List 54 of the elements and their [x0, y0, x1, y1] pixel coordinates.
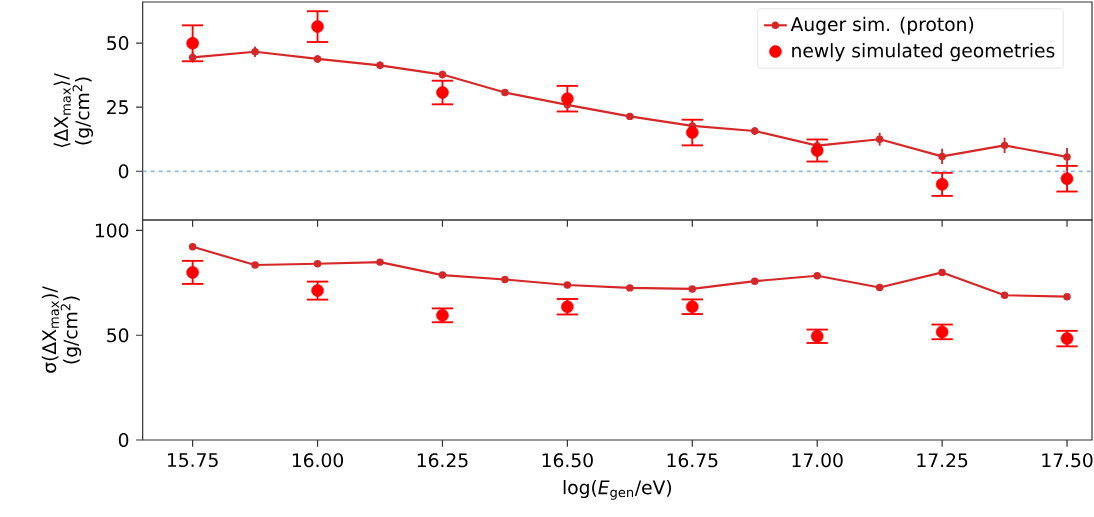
- point: [626, 284, 634, 292]
- point: [1000, 291, 1009, 299]
- x-tick-label: 17.00: [792, 453, 843, 468]
- point: [686, 126, 699, 139]
- point: [561, 92, 574, 105]
- y-tick-label: 100: [95, 223, 129, 238]
- point: [186, 266, 199, 279]
- point: [188, 243, 197, 251]
- y-axis-title: σ(ΔX$_{max}$)/ (g/cm$^{2}$): [41, 286, 82, 373]
- point: [311, 284, 324, 297]
- point: [810, 330, 824, 343]
- y-tick-label: 50: [107, 328, 129, 343]
- point: [751, 277, 759, 285]
- point: [938, 268, 946, 277]
- point: [935, 178, 949, 191]
- y-tick-label: 25: [107, 100, 128, 115]
- x-tick-label: 15.75: [167, 453, 218, 468]
- y-tick-label: 0: [118, 164, 129, 179]
- x-tick-label: 16.00: [292, 453, 344, 468]
- x-tick-label: 16.25: [417, 453, 468, 468]
- legend-label: newly simulated geometries: [792, 43, 1055, 62]
- point: [501, 275, 509, 284]
- point: [1060, 172, 1074, 185]
- y-axis-title: ⟨ΔX$_{max}$⟩/ (g/cm$^{2}$): [53, 73, 94, 148]
- point: [376, 258, 384, 266]
- point: [935, 325, 949, 339]
- point: [311, 20, 324, 33]
- point: [688, 285, 697, 293]
- y-tick-label: 0: [118, 432, 129, 448]
- point: [938, 152, 946, 161]
- x-tick-label: 17.25: [917, 453, 968, 468]
- x-tick-label: 17.50: [1042, 453, 1093, 468]
- point: [563, 281, 572, 289]
- point: [436, 86, 449, 99]
- legend-label: Auger sim. (proton): [790, 16, 974, 35]
- point: [1063, 153, 1071, 161]
- point: [1000, 141, 1009, 150]
- point: [875, 135, 884, 143]
- point: [813, 271, 821, 280]
- point: [686, 300, 699, 314]
- point: [313, 260, 322, 268]
- point: [251, 261, 259, 269]
- point: [436, 309, 449, 322]
- point: [810, 144, 824, 157]
- x-axis-title: log(E$_{gen}$/eV): [563, 479, 672, 500]
- point: [438, 271, 447, 279]
- point: [875, 283, 884, 292]
- point: [561, 300, 574, 314]
- point: [1063, 292, 1071, 301]
- y-tick-label: 50: [107, 35, 129, 51]
- point: [186, 37, 199, 50]
- x-tick-label: 16.75: [667, 453, 718, 468]
- x-tick-label: 16.50: [542, 453, 593, 468]
- point: [1060, 332, 1074, 345]
